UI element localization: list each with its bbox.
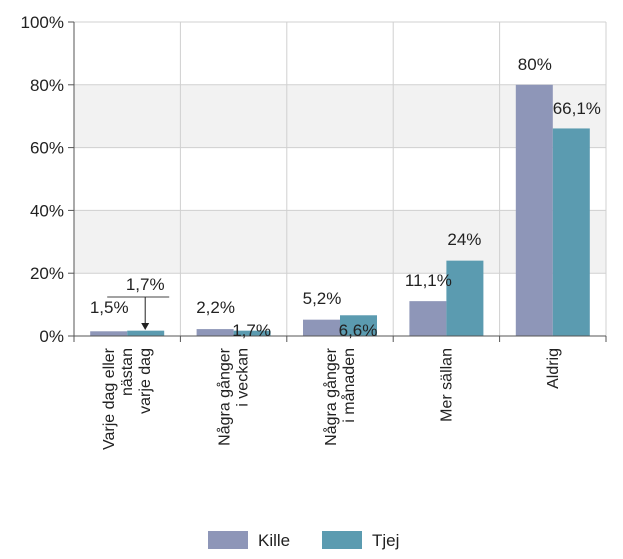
x-category-label: Några gånger: [322, 347, 340, 446]
bar-kille: [303, 319, 340, 336]
data-label: 66,1%: [553, 99, 601, 118]
data-label: 80%: [518, 55, 552, 74]
data-label: 1,5%: [90, 298, 129, 317]
vertical-gridlines: [179, 22, 607, 336]
bar-kille: [90, 331, 128, 336]
data-label: 1,7%: [232, 321, 271, 340]
bars: [90, 84, 590, 336]
x-category-label: Några gånger: [216, 347, 234, 446]
data-label: 1,7%: [126, 275, 165, 294]
data-label: 6,6%: [339, 321, 378, 340]
bar-tjej: [340, 315, 377, 336]
legend-label-kille: Kille: [258, 531, 290, 550]
legend-label-tjej: Tjej: [372, 531, 399, 550]
data-label: 24%: [447, 230, 481, 249]
data-label: 5,2%: [303, 289, 342, 308]
x-category-label: varje dag: [137, 348, 154, 414]
data-label: 11,1%: [405, 271, 452, 290]
legend-swatch-kille: [208, 531, 248, 549]
data-label: 2,2%: [196, 298, 235, 317]
axes: [73, 22, 607, 342]
bar-tjej: [552, 128, 590, 336]
y-tick-labels: 0% 20% 40% 60% 80% 100%: [21, 13, 64, 346]
legend-swatch-tjej: [322, 531, 362, 549]
y-tick-label: 80%: [30, 76, 64, 95]
bar-kille: [515, 84, 553, 336]
y-tick-label: 0%: [39, 327, 64, 346]
y-tick-label: 60%: [30, 139, 64, 158]
data-labels: 1,5% 1,7% 2,2% 1,7% 5,2% 6,6% 11,1% 24% 80% 66,1%: [90, 55, 601, 340]
legend: Kille Tjej: [208, 531, 399, 550]
bar-tjej: [446, 260, 484, 336]
bar-kille: [409, 301, 447, 336]
y-tick-label: 100%: [21, 13, 64, 32]
x-category-label: Aldrig: [545, 348, 562, 389]
bar-kille: [196, 329, 234, 336]
leader-arrow: [141, 323, 150, 330]
bar-tjej: [127, 330, 165, 336]
x-category-label: i veckan: [235, 348, 252, 407]
y-tick-label: 40%: [30, 201, 64, 220]
x-category-label: Varje dag eller: [101, 347, 118, 450]
x-category-label: Mer sällan: [438, 348, 455, 422]
y-tick-label: 20%: [30, 264, 64, 283]
x-category-label: i månaden: [340, 348, 358, 423]
bar-tjej: [233, 330, 271, 336]
x-category-label: nästan: [119, 348, 136, 396]
x-category-labels: Varje dag eller nästan varje dag Några gång…: [101, 347, 562, 450]
